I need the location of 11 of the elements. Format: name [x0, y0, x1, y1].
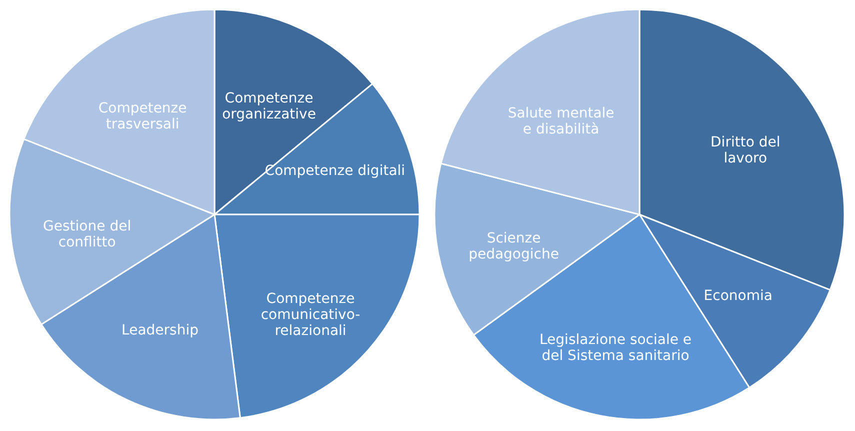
- slice-label: Competenze comunicativo- relazionali: [260, 291, 360, 340]
- slice-label: Salute mentale e disabilità: [508, 105, 614, 138]
- slice-label: Diritto del lavoro: [710, 134, 780, 167]
- slice-label: Competenze digitali: [264, 163, 406, 180]
- slice-label: Competenze trasversali: [98, 100, 187, 133]
- slice-label: Leadership: [122, 322, 199, 338]
- slice-label: Competenze organizzative: [222, 90, 316, 123]
- slice-label: Gestione del conflitto: [43, 218, 132, 251]
- slice-label: Legislazione sociale e del Sistema sanitario: [539, 332, 692, 364]
- slice-label: Scienze pedagogiche: [468, 230, 559, 262]
- slice-label: Economia: [704, 288, 772, 304]
